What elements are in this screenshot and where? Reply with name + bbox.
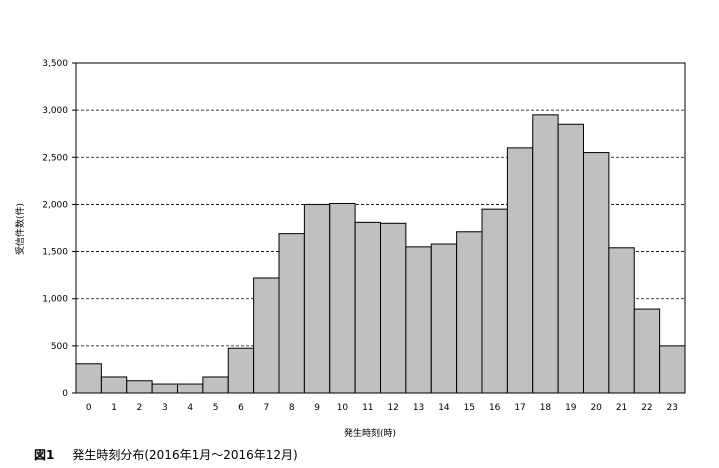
y-tick-label: 3,000 xyxy=(42,106,68,116)
bar xyxy=(329,202,356,394)
y-axis-ticks: 0 500 1,000 1,500 2,000 2,500 3,000 3,500 xyxy=(42,59,76,399)
bar xyxy=(75,363,102,394)
x-tick-label: 23 xyxy=(667,403,678,413)
y-tick-label: 1,000 xyxy=(42,295,68,305)
x-tick-label: 2 xyxy=(137,403,143,413)
bar xyxy=(405,246,432,394)
bar xyxy=(608,247,635,394)
x-tick-label: 9 xyxy=(314,403,320,413)
bar xyxy=(126,380,153,394)
bar xyxy=(583,152,610,394)
bar xyxy=(456,231,483,394)
x-tick-label: 11 xyxy=(362,403,373,413)
x-tick-label: 21 xyxy=(616,403,627,413)
x-tick-label: 17 xyxy=(514,403,525,413)
bar xyxy=(659,345,686,394)
figure-caption-text: 発生時刻分布(2016年1月～2016年12月) xyxy=(72,448,298,462)
y-tick-label: 2,000 xyxy=(42,200,68,210)
y-tick-label: 500 xyxy=(51,342,68,352)
y-tick-label: 1,500 xyxy=(42,248,68,258)
x-tick-label: 15 xyxy=(464,403,475,413)
x-tick-label: 1 xyxy=(111,403,117,413)
x-tick-label: 14 xyxy=(438,403,450,413)
y-tick-label: 2,500 xyxy=(42,153,68,163)
bar xyxy=(303,203,331,394)
bar xyxy=(380,222,407,394)
x-tick-label: 19 xyxy=(565,403,577,413)
bar xyxy=(177,383,204,394)
bar xyxy=(532,114,559,394)
x-axis-ticks: 0 1 2 3 4 5 6 7 8 9 10 11 12 13 14 15 16 17 18 19 20 21 22 23 xyxy=(86,403,678,413)
bar xyxy=(100,376,128,394)
bar xyxy=(151,383,178,394)
bar xyxy=(430,243,458,394)
bar xyxy=(227,347,255,394)
x-tick-label: 0 xyxy=(86,403,92,413)
bar xyxy=(278,233,305,394)
y-axis-title: 受信件数(件) xyxy=(14,203,26,255)
plot-frame xyxy=(75,62,686,394)
bar xyxy=(481,208,508,394)
x-tick-label: 6 xyxy=(238,403,244,413)
x-tick-label: 16 xyxy=(489,403,501,413)
x-tick-label: 22 xyxy=(641,403,652,413)
x-tick-label: 10 xyxy=(337,403,349,413)
figure-caption: 図1 発生時刻分布(2016年1月～2016年12月) xyxy=(34,446,298,463)
bar xyxy=(253,277,280,394)
x-tick-label: 7 xyxy=(263,403,269,413)
bar xyxy=(506,147,534,394)
bar xyxy=(202,376,229,394)
x-tick-label: 18 xyxy=(540,403,552,413)
y-tick-label: 0 xyxy=(62,389,68,399)
bar xyxy=(557,123,584,394)
y-tick-label: 3,500 xyxy=(42,59,68,69)
x-tick-label: 12 xyxy=(387,403,398,413)
x-tick-label: 8 xyxy=(289,403,295,413)
bars xyxy=(75,114,686,394)
x-tick-label: 4 xyxy=(187,403,193,413)
x-tick-label: 13 xyxy=(413,403,424,413)
x-tick-label: 3 xyxy=(162,403,168,413)
bar xyxy=(354,221,381,394)
figure-number: 図1 xyxy=(34,448,55,462)
x-tick-label: 5 xyxy=(213,403,219,413)
x-axis-title: 発生時刻(時) xyxy=(344,427,396,439)
x-tick-label: 20 xyxy=(590,403,602,413)
bar xyxy=(633,308,661,394)
